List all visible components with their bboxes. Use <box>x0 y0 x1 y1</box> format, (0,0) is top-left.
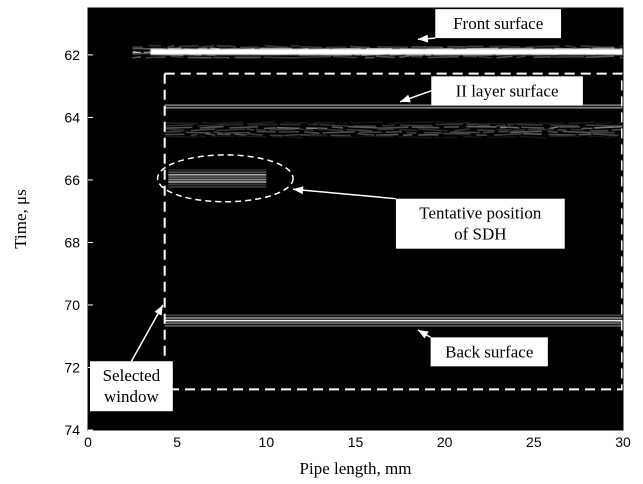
x-tick-label: 30 <box>615 434 631 450</box>
annotation-box <box>435 9 562 39</box>
annotation-text: Back surface <box>445 342 533 361</box>
x-tick-label: 5 <box>173 434 181 450</box>
x-tick-label: 0 <box>84 434 92 450</box>
annotation-arrow-head <box>293 186 304 195</box>
annotation-arrow-head <box>400 94 411 103</box>
band-ii-layer-texture <box>164 118 623 141</box>
front-surface-core <box>150 48 623 55</box>
annotation-box <box>430 337 548 367</box>
axes: 0 5 10 15 20 25 30 62 64 66 68 70 72 74 <box>64 7 631 450</box>
annotation-box <box>395 198 565 249</box>
annotation-arrow-head <box>154 304 163 316</box>
band-sdh <box>168 166 267 191</box>
annotation-text: Front surface <box>453 14 543 33</box>
annotation-text: Selected <box>103 366 161 385</box>
annotation-arrow-head <box>417 34 429 43</box>
annotation-0: Front surface <box>417 9 562 43</box>
annotation-arrow-line <box>293 188 397 200</box>
annotation-text: of SDH <box>454 225 506 244</box>
y-tick-label: 74 <box>64 422 80 438</box>
y-tick-label: 64 <box>64 109 80 125</box>
sdh-ellipse <box>156 154 294 203</box>
annotations: Front surface II layer surface Tentative p… <box>90 9 583 412</box>
annotation-text: window <box>104 387 160 406</box>
selected-window-rect <box>163 72 623 391</box>
annotation-text: II layer surface <box>456 81 559 100</box>
x-tick-label: 15 <box>348 434 364 450</box>
y-tick-label: 62 <box>64 47 80 63</box>
annotation-box <box>90 361 173 412</box>
y-tick-label: 68 <box>64 234 80 250</box>
annotation-1: II layer surface <box>399 76 583 106</box>
annotation-3: Back surface <box>417 329 548 367</box>
y-axis-label: Time, μs <box>11 189 30 249</box>
annotation-arrow-line <box>130 304 164 362</box>
annotation-4: Selected window <box>90 304 173 412</box>
x-tick-label: 20 <box>437 434 453 450</box>
annotation-arrow-head <box>417 329 429 339</box>
annotation-box <box>431 76 583 106</box>
y-tick-label: 66 <box>64 172 80 188</box>
y-tick-label: 70 <box>64 297 80 313</box>
annotation-2: Tentative position of SDH <box>293 186 565 249</box>
band-back-surface <box>164 311 623 330</box>
annotation-text: Tentative position <box>419 204 542 223</box>
x-tick-label: 25 <box>526 434 542 450</box>
y-tick-label: 72 <box>64 359 80 375</box>
x-tick-label: 10 <box>259 434 275 450</box>
x-axis-label: Pipe length, mm <box>300 459 412 478</box>
